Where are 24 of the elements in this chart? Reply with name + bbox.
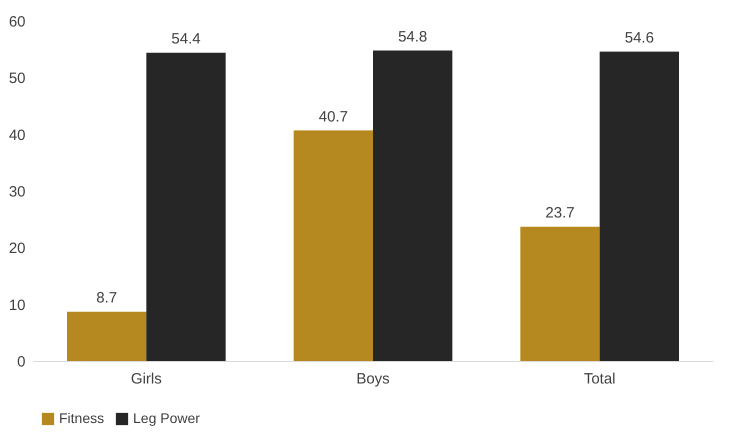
y-tick-label: 50 (8, 70, 26, 88)
data-label: 23.7 (545, 204, 575, 222)
y-tick-label: 10 (8, 296, 26, 314)
data-label: 8.7 (96, 290, 118, 307)
y-tick-label: 30 (8, 184, 26, 200)
x-tick-label: Girls (130, 370, 162, 388)
legend-label: Fitness (59, 410, 104, 426)
bar (146, 52, 226, 361)
y-tick-label: 60 (8, 14, 26, 30)
bar (600, 52, 679, 361)
bar (67, 312, 146, 361)
y-tick-label: 40 (8, 126, 26, 144)
data-label: 54.4 (171, 30, 201, 48)
data-label: 54.8 (398, 28, 428, 46)
bar (294, 130, 373, 361)
legend-label: Leg Power (133, 410, 200, 426)
y-tick-label: 0 (17, 354, 26, 370)
y-tick-label: 20 (8, 240, 26, 258)
bar (373, 50, 452, 361)
x-tick-label: Boys (356, 370, 390, 388)
x-tick-label: Total (584, 370, 616, 388)
data-label: 40.7 (318, 108, 348, 126)
data-label: 54.6 (624, 30, 654, 47)
bar (520, 226, 600, 361)
